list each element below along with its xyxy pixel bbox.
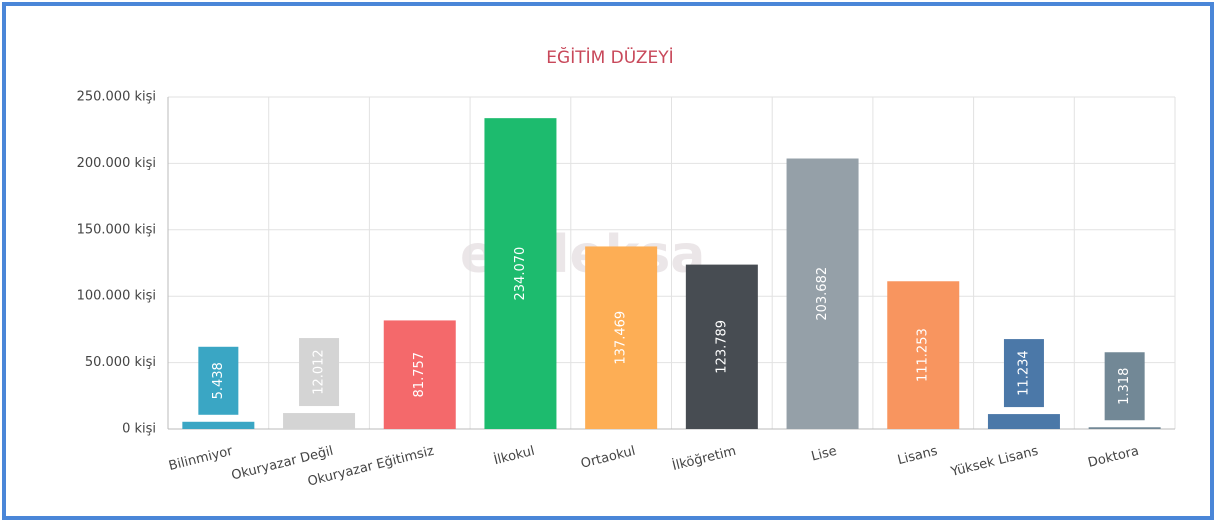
value-label: 137.469 — [614, 311, 629, 365]
value-label: 234.070 — [513, 247, 528, 301]
y-tick-label: 0 kişi — [122, 422, 156, 437]
value-label: 11.234 — [1016, 350, 1031, 396]
bar — [283, 413, 356, 429]
value-label: 123.789 — [714, 320, 729, 374]
bar — [685, 264, 758, 429]
bar — [987, 414, 1060, 429]
y-tick-label: 100.000 kişi — [77, 289, 156, 304]
bar — [887, 281, 960, 429]
value-label-box — [1003, 339, 1044, 408]
value-label: 12.012 — [312, 349, 327, 395]
bar — [786, 158, 859, 429]
value-label-box — [198, 346, 239, 415]
value-label: 5.438 — [211, 362, 226, 399]
y-tick-label: 50.000 kişi — [85, 355, 156, 370]
value-label: 111.253 — [916, 328, 931, 382]
value-label: 1.318 — [1117, 368, 1132, 405]
bar — [383, 320, 456, 429]
chart-title: EĞİTİM DÜZEYİ — [546, 46, 673, 68]
x-tick-label: Lise — [810, 444, 839, 465]
y-tick-label: 150.000 kişi — [77, 222, 156, 237]
value-label: 203.682 — [815, 267, 830, 321]
bar — [1088, 427, 1161, 429]
value-label-box — [1104, 352, 1145, 421]
y-tick-label: 250.000 kişi — [77, 90, 156, 105]
bar — [484, 118, 557, 430]
value-label: 81.757 — [412, 352, 427, 398]
bar — [182, 421, 255, 429]
bar — [585, 246, 658, 429]
y-tick-label: 200.000 kişi — [77, 156, 156, 171]
value-label-box — [299, 338, 340, 407]
